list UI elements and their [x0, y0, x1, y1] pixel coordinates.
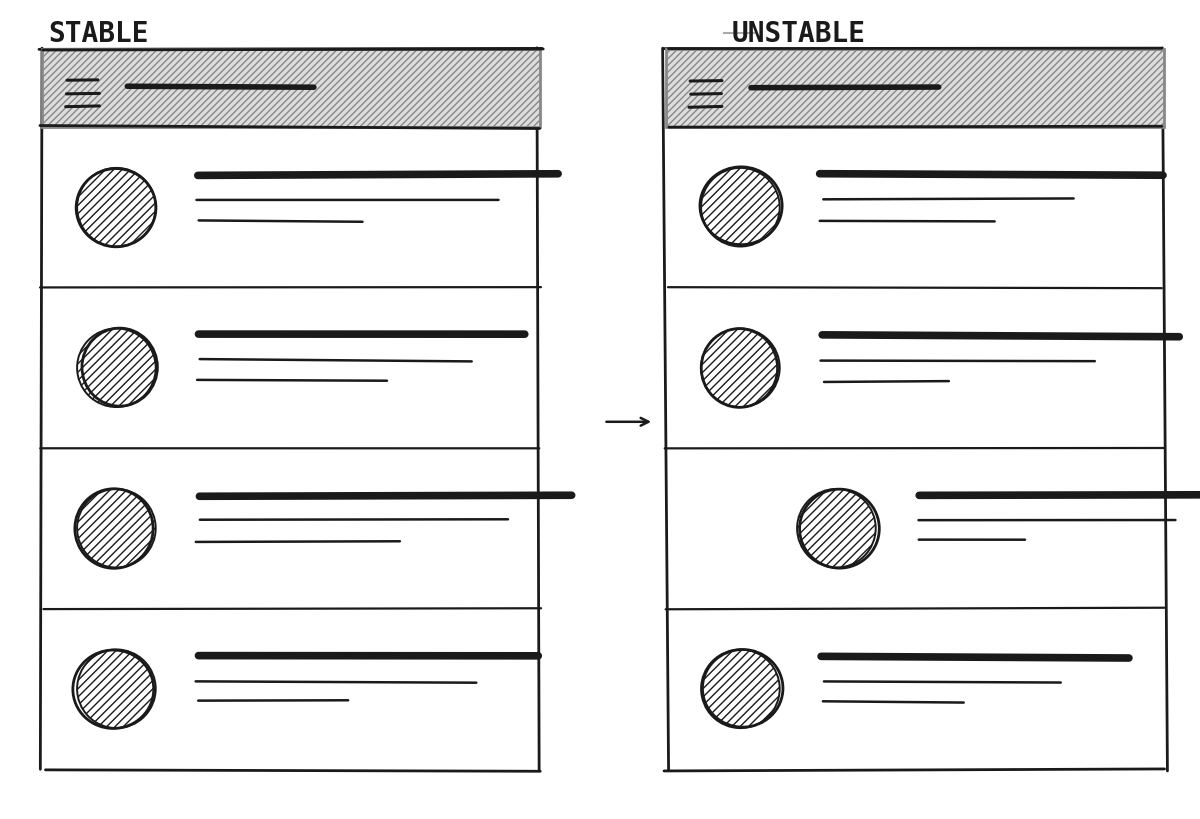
Bar — [666, 49, 1164, 127]
Bar — [42, 49, 540, 127]
Bar — [42, 49, 540, 127]
Text: STABLE: STABLE — [48, 20, 149, 48]
Bar — [666, 49, 1164, 127]
Text: UNSTABLE: UNSTABLE — [732, 20, 866, 48]
